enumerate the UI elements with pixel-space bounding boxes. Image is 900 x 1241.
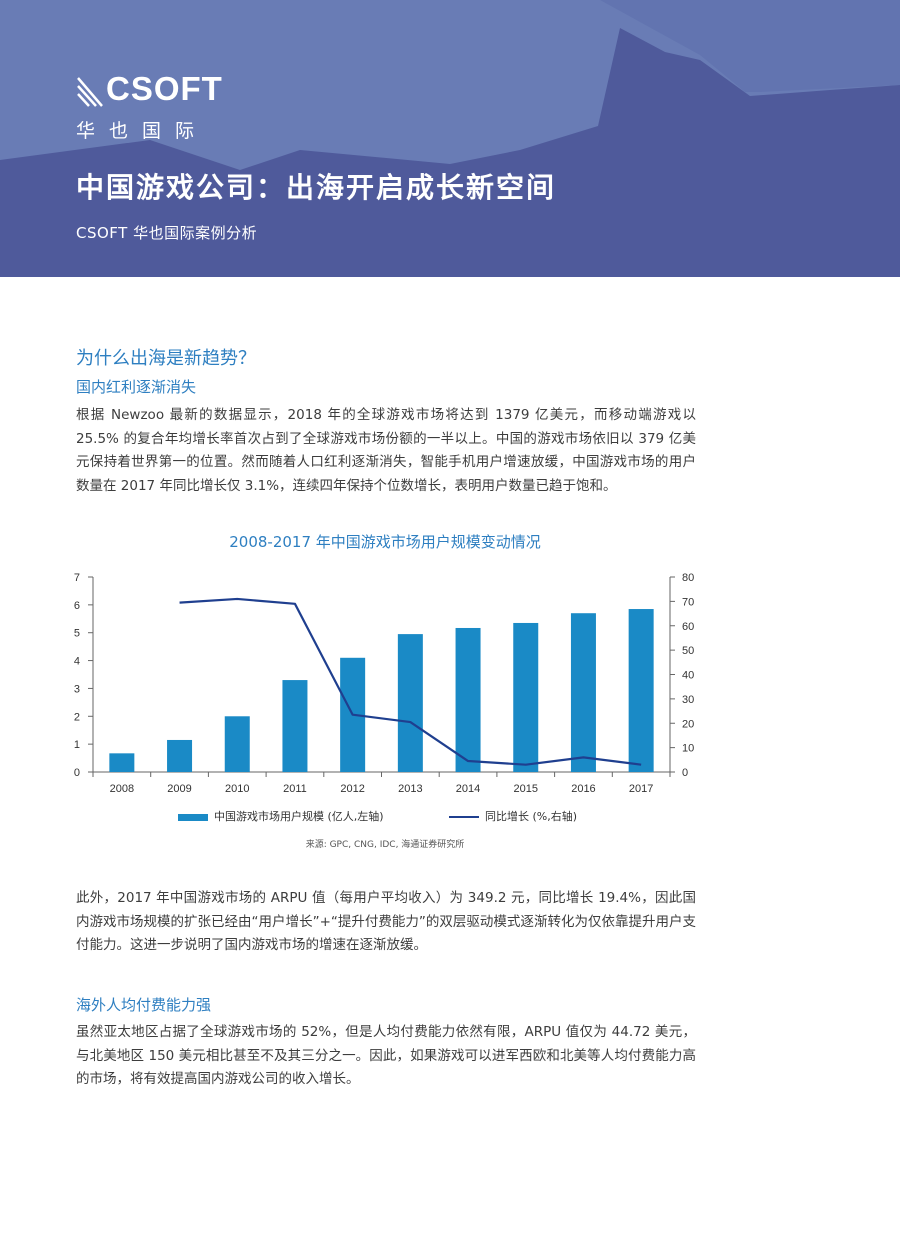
x-tick-label: 2011: [283, 783, 307, 795]
subheading-domestic: 国内红利逐渐消失: [76, 378, 197, 396]
bar-user-scale: [397, 634, 423, 772]
bar-user-scale: [282, 680, 308, 772]
bar-user-scale: [109, 753, 135, 772]
y-left-tick-label: 6: [74, 600, 80, 612]
bar-user-scale: [167, 739, 193, 772]
chart-source: 来源: GPC, CNG, IDC, 海通证券研究所: [305, 840, 465, 850]
subheading-overseas: 海外人均付费能力强: [76, 996, 212, 1014]
chart-title: 2008-2017 年中国游戏市场用户规模变动情况: [229, 533, 541, 551]
y-right-tick-label: 20: [682, 718, 694, 730]
bar-user-scale: [570, 613, 596, 772]
x-tick-label: 2009: [167, 783, 191, 795]
legend-line-label: 同比增长 (%,右轴): [485, 810, 578, 823]
logo-slash-icon: [77, 77, 103, 107]
x-tick-label: 2013: [398, 783, 422, 795]
legend-line: 同比增长 (%,右轴): [449, 808, 577, 824]
document-subtitle: CSOFT 华也国际案例分析: [76, 224, 258, 242]
y-right-tick-label: 10: [682, 743, 694, 755]
header-banner: CSOFT 华也国际 中国游戏公司：出海开启成长新空间 CSOFT 华也国际案例…: [0, 0, 900, 277]
y-right-tick-label: 80: [682, 572, 694, 584]
y-left-tick-label: 5: [74, 628, 80, 640]
x-tick-label: 2012: [340, 783, 364, 795]
bar-user-scale: [455, 627, 481, 772]
y-left-tick-label: 0: [74, 767, 80, 779]
line-yoy-growth: [179, 597, 642, 766]
section-question-heading: 为什么出海是新趋势？: [76, 348, 256, 369]
y-right-tick-label: 60: [682, 621, 694, 633]
y-left-tick-label: 1: [74, 739, 80, 751]
logo-wordmark: CSOFT: [106, 70, 223, 107]
bar-user-scale: [513, 622, 539, 772]
paragraph-3: 虽然亚太地区占据了全球游戏市场的 52%，但是人均付费能力依然有限，ARPU 值…: [76, 1024, 696, 1087]
y-left-tick-label: 2: [74, 711, 80, 723]
y-right-tick-label: 40: [682, 670, 694, 682]
y-right-tick-label: 0: [682, 767, 688, 779]
bar-user-scale: [628, 609, 654, 772]
paragraph-1: 根据 Newzoo 最新的数据显示，2018 年的全球游戏市场将达到 1379 …: [76, 407, 696, 494]
y-right-tick-label: 70: [682, 596, 694, 608]
legend-bars: 中国游戏市场用户规模 (亿人,左轴): [178, 808, 384, 824]
legend-bar-swatch: [178, 813, 208, 821]
logo-chinese-name: 华也国际: [76, 120, 209, 142]
document-title: 中国游戏公司：出海开启成长新空间: [76, 171, 557, 204]
x-tick-label: 2014: [456, 783, 480, 795]
x-tick-label: 2017: [629, 783, 653, 795]
bar-user-scale: [224, 716, 250, 772]
y-left-tick-label: 3: [74, 683, 80, 695]
x-tick-label: 2008: [110, 783, 134, 795]
x-tick-label: 2010: [225, 783, 249, 795]
header-mountain-shape: [0, 0, 900, 277]
x-tick-label: 2016: [571, 783, 595, 795]
legend-bar-label: 中国游戏市场用户规模 (亿人,左轴): [214, 810, 384, 823]
legend-line-swatch: [449, 816, 479, 818]
y-left-tick-label: 7: [74, 572, 80, 584]
paragraph-2: 此外，2017 年中国游戏市场的 ARPU 值（每用户平均收入）为 349.2 …: [76, 890, 696, 953]
y-right-tick-label: 50: [682, 645, 694, 657]
y-right-tick-label: 30: [682, 694, 694, 706]
x-tick-label: 2015: [514, 783, 538, 795]
y-left-tick-label: 4: [74, 656, 80, 668]
